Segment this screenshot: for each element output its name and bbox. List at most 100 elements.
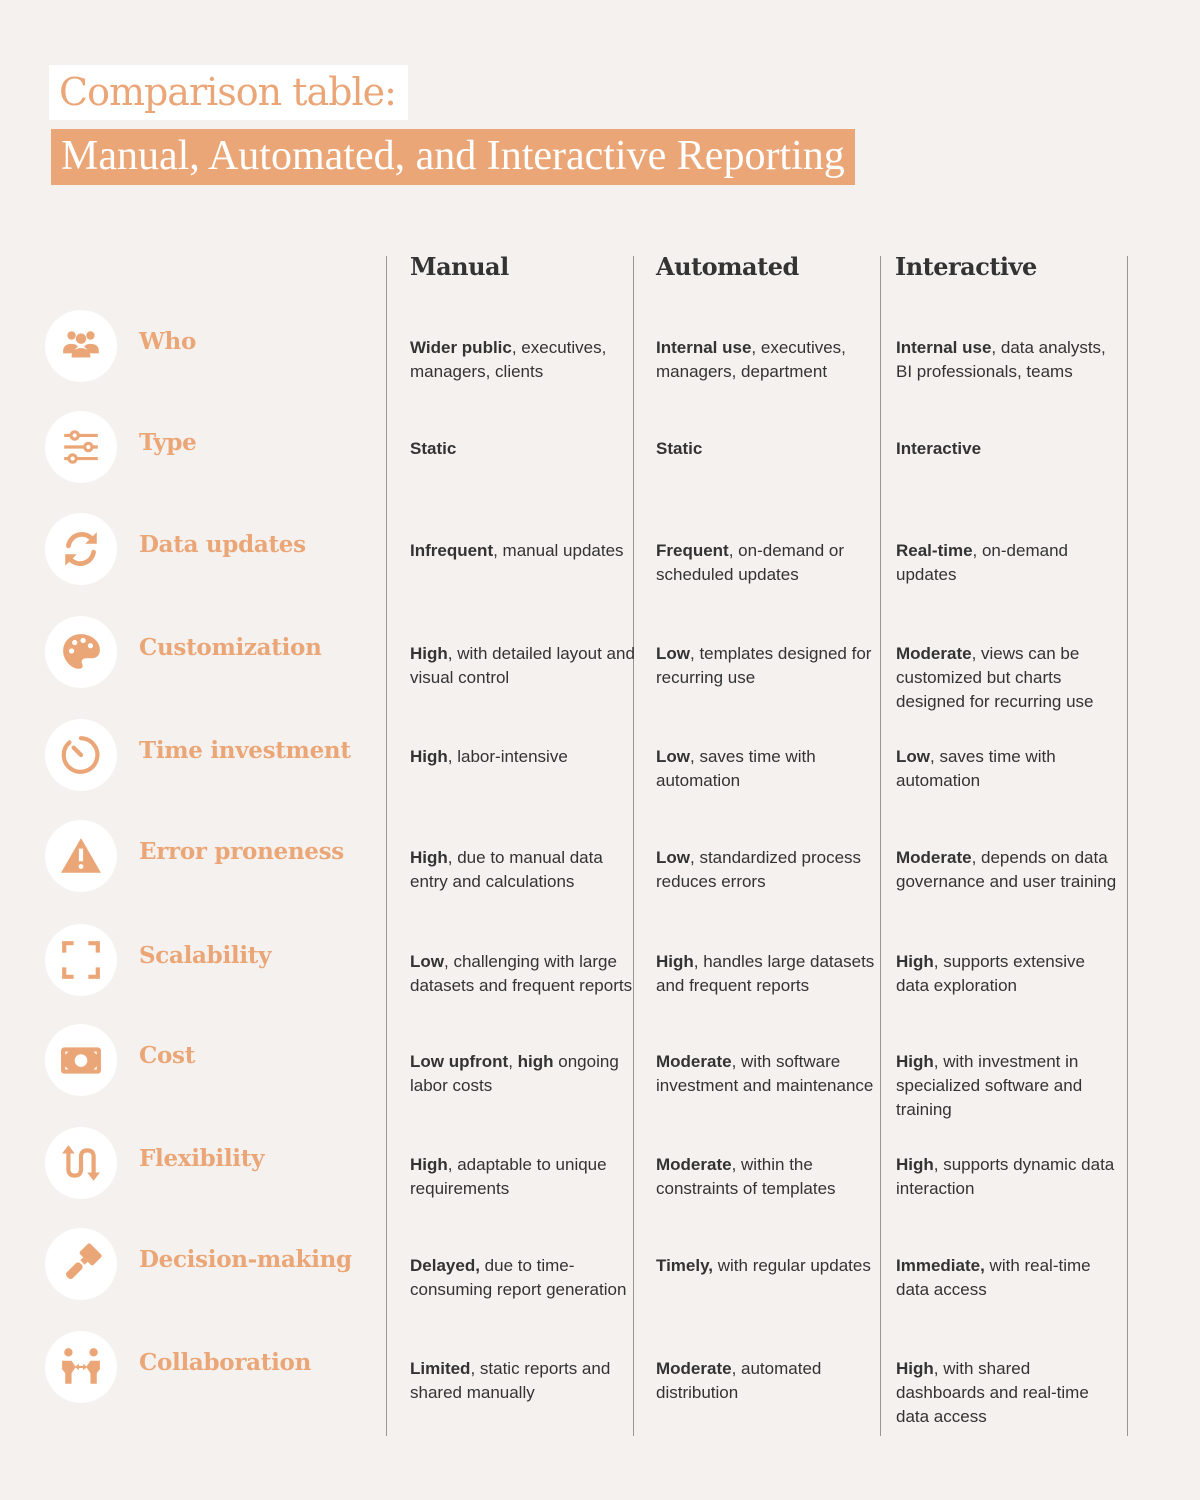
cell-text: , executives, managers, clients bbox=[410, 338, 607, 381]
cell-text: , with shared dashboards and real-time d… bbox=[896, 1359, 1089, 1426]
column-header-manual: Manual bbox=[410, 252, 509, 281]
cell-highlight: Low bbox=[410, 952, 444, 971]
cell-highlight: High bbox=[410, 747, 448, 766]
cell-highlight: Low bbox=[656, 644, 690, 663]
table-cell: Static bbox=[656, 437, 881, 461]
cell-highlight: Low bbox=[896, 747, 930, 766]
row-label: Scalability bbox=[139, 942, 272, 969]
timer-icon bbox=[61, 736, 100, 774]
warning-icon bbox=[61, 838, 101, 873]
cell-highlight: Moderate bbox=[896, 848, 972, 867]
title-line-2: Manual, Automated, and Interactive Repor… bbox=[51, 129, 855, 185]
row-icon-circle bbox=[45, 1228, 117, 1300]
cell-text: , with detailed layout and visual contro… bbox=[410, 644, 635, 687]
table-cell: High, with detailed layout and visual co… bbox=[410, 642, 635, 690]
table-cell: Real-time, on-demand updates bbox=[896, 539, 1121, 587]
cell-highlight: High bbox=[896, 952, 934, 971]
table-cell: Moderate, automated distribution bbox=[656, 1357, 881, 1405]
gavel-icon bbox=[65, 1243, 102, 1280]
people-group-icon bbox=[63, 331, 99, 358]
row-icon-circle bbox=[45, 310, 117, 382]
table-cell: Low, challenging with large datasets and… bbox=[410, 950, 635, 998]
cell-highlight: High bbox=[410, 1155, 448, 1174]
row-icon-circle bbox=[45, 820, 117, 892]
title-line-1: Comparison table: bbox=[49, 65, 408, 120]
table-cell: Low, templates designed for recurring us… bbox=[656, 642, 881, 690]
row-label: Data updates bbox=[139, 531, 306, 558]
cell-text: with real-time data access bbox=[896, 1256, 1091, 1299]
cell-highlight: Infrequent bbox=[410, 541, 494, 560]
table-cell: Limited, static reports and shared manua… bbox=[410, 1357, 635, 1405]
row-label: Customization bbox=[139, 634, 322, 661]
cell-highlight: Low upfront bbox=[410, 1052, 509, 1071]
table-cell: Immediate, with real-time data access bbox=[896, 1254, 1121, 1302]
table-cell: Moderate, views can be customized but ch… bbox=[896, 642, 1121, 714]
table-cell: Low, saves time with automation bbox=[656, 745, 881, 793]
cell-text: , depends on data governance and user tr… bbox=[896, 848, 1117, 891]
cell-highlight: Moderate bbox=[896, 644, 972, 663]
cell-text: , on-demand or scheduled updates bbox=[656, 541, 845, 584]
cell-highlight: Immediate, bbox=[896, 1256, 985, 1275]
table-cell: Infrequent, manual updates bbox=[410, 539, 635, 563]
row-icon-circle bbox=[45, 924, 117, 996]
table-cell: Internal use, executives, managers, depa… bbox=[656, 336, 881, 384]
row-icon-circle bbox=[45, 513, 117, 585]
row-icon-circle bbox=[45, 616, 117, 688]
table-cell: High, with shared dashboards and real-ti… bbox=[896, 1357, 1121, 1429]
column-divider bbox=[633, 256, 634, 1436]
table-cell: Static bbox=[410, 437, 635, 461]
row-label: Decision-making bbox=[139, 1246, 352, 1273]
money-bill-icon bbox=[61, 1047, 101, 1074]
table-cell: Frequent, on-demand or scheduled updates bbox=[656, 539, 881, 587]
table-cell: Low upfront, high ongoing labor costs bbox=[410, 1050, 635, 1098]
cell-highlight: High bbox=[896, 1155, 934, 1174]
table-cell: Moderate, depends on data governance and… bbox=[896, 846, 1121, 894]
cell-text: , standardized process reduces errors bbox=[656, 848, 862, 891]
cell-highlight: Real-time bbox=[896, 541, 973, 560]
cell-highlight: Internal use bbox=[656, 338, 752, 357]
people-exchange-icon bbox=[62, 1348, 100, 1384]
cell-text: , saves time with automation bbox=[656, 747, 816, 790]
cell-highlight: Delayed, bbox=[410, 1256, 480, 1275]
table-cell: Internal use, data analysts, BI professi… bbox=[896, 336, 1121, 384]
cell-text: with regular updates bbox=[713, 1256, 871, 1275]
table-cell: High, due to manual data entry and calcu… bbox=[410, 846, 635, 894]
cell-text: , with software investment and maintenan… bbox=[656, 1052, 874, 1095]
cell-text: , with investment in specialized softwar… bbox=[896, 1052, 1083, 1119]
table-cell: Timely, with regular updates bbox=[656, 1254, 881, 1278]
cell-text: , manual updates bbox=[493, 541, 624, 560]
table-cell: High, supports extensive data exploratio… bbox=[896, 950, 1121, 998]
table-cell: High, handles large datasets and frequen… bbox=[656, 950, 881, 998]
row-label: Time investment bbox=[139, 737, 351, 764]
cell-text: , on-demand updates bbox=[896, 541, 1068, 584]
cell-text: , saves time with automation bbox=[896, 747, 1056, 790]
cell-highlight: High bbox=[896, 1359, 934, 1378]
cell-highlight: Static bbox=[410, 439, 457, 458]
cell-text: , supports extensive data exploration bbox=[896, 952, 1085, 995]
row-icon-circle bbox=[45, 1127, 117, 1199]
column-divider bbox=[1127, 256, 1128, 1436]
row-label: Type bbox=[139, 429, 197, 456]
row-icon-circle bbox=[45, 411, 117, 483]
cell-highlight: Interactive bbox=[896, 439, 982, 458]
column-header-interactive: Interactive bbox=[895, 252, 1037, 281]
palette-icon bbox=[63, 634, 100, 669]
table-cell: Low, standardized process reduces errors bbox=[656, 846, 881, 894]
cell-text: , automated distribution bbox=[656, 1359, 822, 1402]
cell-highlight: Internal use bbox=[896, 338, 992, 357]
row-label: Who bbox=[139, 328, 196, 355]
row-label: Collaboration bbox=[139, 1349, 311, 1376]
table-cell: Wider public, executives, managers, clie… bbox=[410, 336, 635, 384]
cell-text: due to time-consuming report generation bbox=[410, 1256, 627, 1299]
cell-highlight: High bbox=[410, 848, 448, 867]
table-cell: Moderate, within the constraints of temp… bbox=[656, 1153, 881, 1201]
cell-highlight: High bbox=[896, 1052, 934, 1071]
cell-text: , static reports and shared manually bbox=[410, 1359, 611, 1402]
cell-text: , labor-intensive bbox=[447, 747, 568, 766]
cell-highlight: High bbox=[656, 952, 694, 971]
cell-text: , data analysts, BI professionals, teams bbox=[896, 338, 1106, 381]
row-label: Error proneness bbox=[139, 838, 344, 865]
cell-highlight: Moderate bbox=[656, 1359, 732, 1378]
row-label: Flexibility bbox=[139, 1145, 265, 1172]
table-cell: Delayed, due to time-consuming report ge… bbox=[410, 1254, 635, 1302]
